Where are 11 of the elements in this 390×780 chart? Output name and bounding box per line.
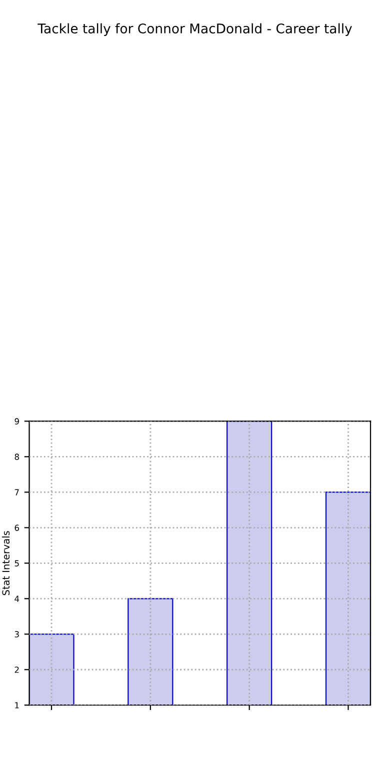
y-tick-label: 2 xyxy=(14,666,19,673)
y-tick-label: 4 xyxy=(14,596,20,602)
y-tick-label: 9 xyxy=(14,418,19,424)
y-tick-label: 1 xyxy=(15,702,19,708)
y-tick-label: 3 xyxy=(14,631,19,638)
y-tick-label: 6 xyxy=(14,524,20,531)
chart-title: Tackle tally for Connor MacDonald - Career tally xyxy=(38,23,352,36)
y-axis-title: Stat Intervals xyxy=(2,531,10,596)
y-tick-label: 7 xyxy=(14,489,19,496)
y-tick-label: 5 xyxy=(14,560,19,566)
y-tick-label: 8 xyxy=(14,454,19,460)
